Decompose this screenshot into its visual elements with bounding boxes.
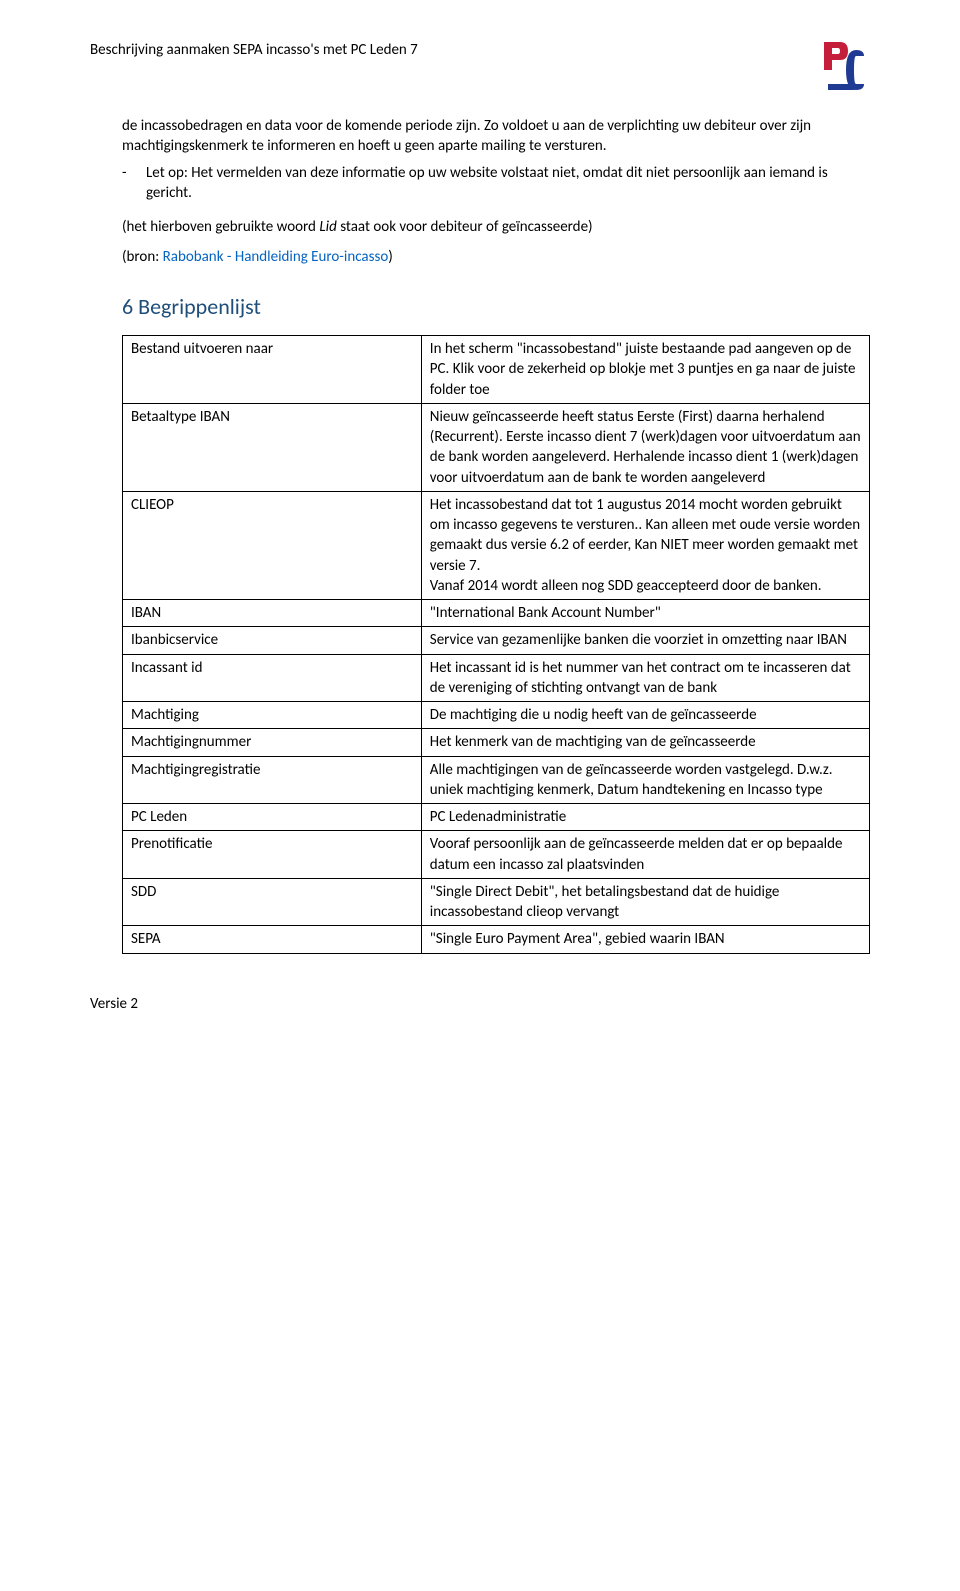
italic-post: staat ook voor debiteur of geïncasseerde…	[337, 218, 593, 236]
glossary-term: Prenotificatie	[123, 831, 422, 879]
glossary-definition: De machtiging die u nodig heeft van de g…	[421, 702, 869, 729]
glossary-definition: Nieuw geïncasseerde heeft status Eerste …	[421, 403, 869, 491]
bullet-marker: -	[122, 163, 146, 204]
glossary-definition: In het scherm "incassobestand" juiste be…	[421, 336, 869, 404]
page-footer: Versie 2	[90, 994, 870, 1014]
italic-note: (het hierboven gebruikte woord Lid staat…	[122, 217, 870, 237]
bron-prefix: (bron:	[122, 248, 163, 266]
table-row: Incassant idHet incassant id is het numm…	[123, 654, 870, 702]
glossary-definition: Alle machtigingen van de geïncasseerde w…	[421, 756, 869, 804]
glossary-definition: Service van gezamenlijke banken die voor…	[421, 627, 869, 654]
intro-continued-paragraph: de incassobedragen en data voor de komen…	[122, 116, 870, 157]
table-row: Bestand uitvoeren naarIn het scherm "inc…	[123, 336, 870, 404]
section-heading: 6 Begrippenlijst	[122, 292, 870, 322]
table-row: CLIEOPHet incassobestand dat tot 1 augus…	[123, 491, 870, 599]
glossary-definition: "International Bank Account Number"	[421, 600, 869, 627]
italic-pre: (het hierboven gebruikte woord	[122, 218, 319, 236]
glossary-term: Incassant id	[123, 654, 422, 702]
glossary-table: Bestand uitvoeren naarIn het scherm "inc…	[122, 335, 870, 954]
rabobank-link[interactable]: Rabobank - Handleiding Euro-incasso	[163, 248, 389, 266]
table-row: IbanbicserviceService van gezamenlijke b…	[123, 627, 870, 654]
glossary-term: PC Leden	[123, 804, 422, 831]
table-row: PrenotificatieVooraf persoonlijk aan de …	[123, 831, 870, 879]
italic-word: Lid	[319, 218, 336, 236]
table-row: SEPA"Single Euro Payment Area", gebied w…	[123, 926, 870, 953]
glossary-term: IBAN	[123, 600, 422, 627]
glossary-term: Betaaltype IBAN	[123, 403, 422, 491]
table-row: SDD"Single Direct Debit", het betalingsb…	[123, 878, 870, 926]
page-header: Beschrijving aanmaken SEPA incasso's met…	[90, 40, 870, 92]
table-row: MachtigingnummerHet kenmerk van de macht…	[123, 729, 870, 756]
intro-bullet: - Let op: Het vermelden van deze informa…	[122, 163, 870, 204]
document-title: Beschrijving aanmaken SEPA incasso's met…	[90, 40, 418, 60]
table-row: MachtigingDe machtiging die u nodig heef…	[123, 702, 870, 729]
glossary-term: Machtiging	[123, 702, 422, 729]
glossary-term: SDD	[123, 878, 422, 926]
bullet-text: Let op: Het vermelden van deze informati…	[146, 163, 870, 204]
glossary-definition: Het incassant id is het nummer van het c…	[421, 654, 869, 702]
glossary-definition: PC Ledenadministratie	[421, 804, 869, 831]
glossary-definition: "Single Euro Payment Area", gebied waari…	[421, 926, 869, 953]
glossary-term: SEPA	[123, 926, 422, 953]
pc-logo-icon	[818, 40, 870, 92]
table-row: PC LedenPC Ledenadministratie	[123, 804, 870, 831]
glossary-definition: Het incassobestand dat tot 1 augustus 20…	[421, 491, 869, 599]
glossary-term: Machtigingnummer	[123, 729, 422, 756]
table-row: IBAN"International Bank Account Number"	[123, 600, 870, 627]
glossary-definition: "Single Direct Debit", het betalingsbest…	[421, 878, 869, 926]
section-title: Begrippenlijst	[138, 293, 261, 320]
glossary-term: CLIEOP	[123, 491, 422, 599]
bron-suffix: )	[388, 248, 393, 266]
glossary-term: Bestand uitvoeren naar	[123, 336, 422, 404]
table-row: Betaaltype IBANNieuw geïncasseerde heeft…	[123, 403, 870, 491]
glossary-term: Machtigingregistratie	[123, 756, 422, 804]
glossary-term: Ibanbicservice	[123, 627, 422, 654]
glossary-definition: Vooraf persoonlijk aan de geïncasseerde …	[421, 831, 869, 879]
source-line: (bron: Rabobank - Handleiding Euro-incas…	[122, 247, 870, 267]
section-number: 6	[122, 293, 133, 320]
table-row: MachtigingregistratieAlle machtigingen v…	[123, 756, 870, 804]
glossary-definition: Het kenmerk van de machtiging van de geï…	[421, 729, 869, 756]
